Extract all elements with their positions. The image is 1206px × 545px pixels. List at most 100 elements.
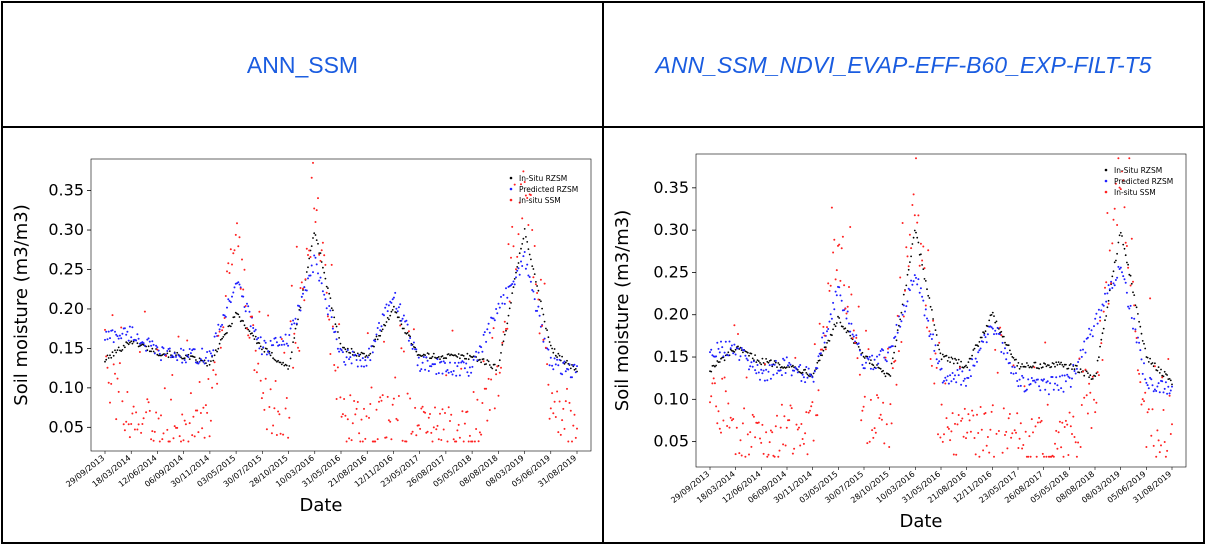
data-point [340, 349, 343, 352]
data-point [784, 444, 787, 447]
data-point [848, 322, 850, 325]
data-point [933, 349, 936, 352]
data-point [162, 432, 165, 435]
data-point [451, 373, 454, 376]
data-point [788, 419, 791, 422]
data-point [748, 453, 750, 456]
data-point [1061, 374, 1064, 377]
data-point [421, 354, 424, 357]
data-point [1130, 237, 1133, 240]
data-point [227, 298, 230, 301]
data-point [282, 361, 284, 364]
header-cell-left: ANN_SSM [1, 1, 604, 128]
data-point [353, 400, 356, 402]
data-point [967, 377, 970, 379]
data-point [1149, 297, 1152, 300]
data-point [513, 278, 516, 280]
data-point [405, 440, 408, 443]
data-point [926, 326, 928, 329]
data-point [275, 434, 278, 436]
data-point [1122, 275, 1125, 278]
data-point [884, 356, 887, 359]
data-point [918, 264, 921, 267]
y-tick-label: 0.05 [48, 417, 84, 436]
data-point [939, 436, 942, 439]
data-point [968, 357, 971, 360]
data-point [1069, 425, 1072, 428]
data-point [553, 400, 556, 403]
data-point [1033, 379, 1036, 382]
data-point [1055, 429, 1058, 432]
data-point [872, 364, 875, 367]
y-tick-label: 0.15 [48, 338, 84, 357]
data-point [1073, 368, 1076, 371]
data-point [907, 268, 910, 271]
data-point [531, 265, 534, 267]
data-point [883, 372, 886, 375]
data-point [319, 252, 322, 254]
data-point [873, 427, 876, 430]
data-point [349, 394, 352, 397]
data-point [522, 255, 525, 258]
data-point [1069, 363, 1072, 365]
data-point [211, 386, 214, 389]
data-point [772, 373, 775, 376]
data-point [530, 258, 532, 261]
data-point [867, 348, 870, 351]
data-point [563, 427, 566, 430]
data-point [569, 367, 572, 370]
data-point [259, 379, 262, 382]
data-point [901, 313, 904, 316]
data-point [838, 317, 841, 319]
data-point [748, 354, 750, 357]
data-point [960, 360, 962, 363]
data-point [416, 364, 419, 367]
data-point [243, 324, 246, 327]
data-point [158, 440, 161, 443]
data-point [420, 368, 423, 371]
data-point [878, 353, 881, 356]
data-point [842, 325, 844, 328]
data-point [409, 337, 412, 339]
data-point [485, 363, 487, 365]
data-point [177, 335, 180, 338]
data-point [254, 349, 257, 352]
data-point [845, 331, 848, 334]
data-point [543, 282, 546, 285]
data-point [523, 181, 526, 183]
data-point [231, 295, 233, 298]
data-point [243, 268, 246, 271]
data-point [754, 369, 757, 372]
data-point [1140, 332, 1143, 335]
data-point [978, 341, 981, 343]
data-point [927, 249, 930, 252]
data-point [336, 366, 339, 369]
data-point [344, 414, 347, 417]
data-point [273, 407, 276, 410]
data-point [713, 382, 716, 385]
data-point [180, 440, 182, 443]
data-point [876, 394, 878, 397]
data-point [161, 438, 164, 441]
data-point [1005, 430, 1008, 433]
data-point [921, 259, 924, 262]
data-point [516, 266, 519, 268]
data-point [717, 361, 720, 363]
data-point [985, 444, 988, 447]
data-point [510, 284, 512, 287]
data-point [1164, 455, 1167, 458]
data-point [1149, 376, 1152, 379]
data-point [558, 400, 561, 403]
data-point [349, 352, 352, 354]
data-point [746, 359, 749, 362]
data-point [412, 328, 415, 331]
data-point [299, 287, 302, 289]
data-point [183, 359, 186, 361]
data-point [492, 317, 495, 320]
data-point [375, 408, 378, 411]
data-point [737, 333, 739, 335]
data-point [488, 331, 491, 334]
data-point [734, 348, 737, 351]
data-point [338, 337, 340, 339]
